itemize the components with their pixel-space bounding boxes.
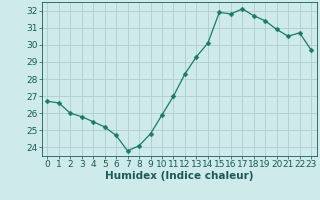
X-axis label: Humidex (Indice chaleur): Humidex (Indice chaleur): [105, 171, 253, 181]
